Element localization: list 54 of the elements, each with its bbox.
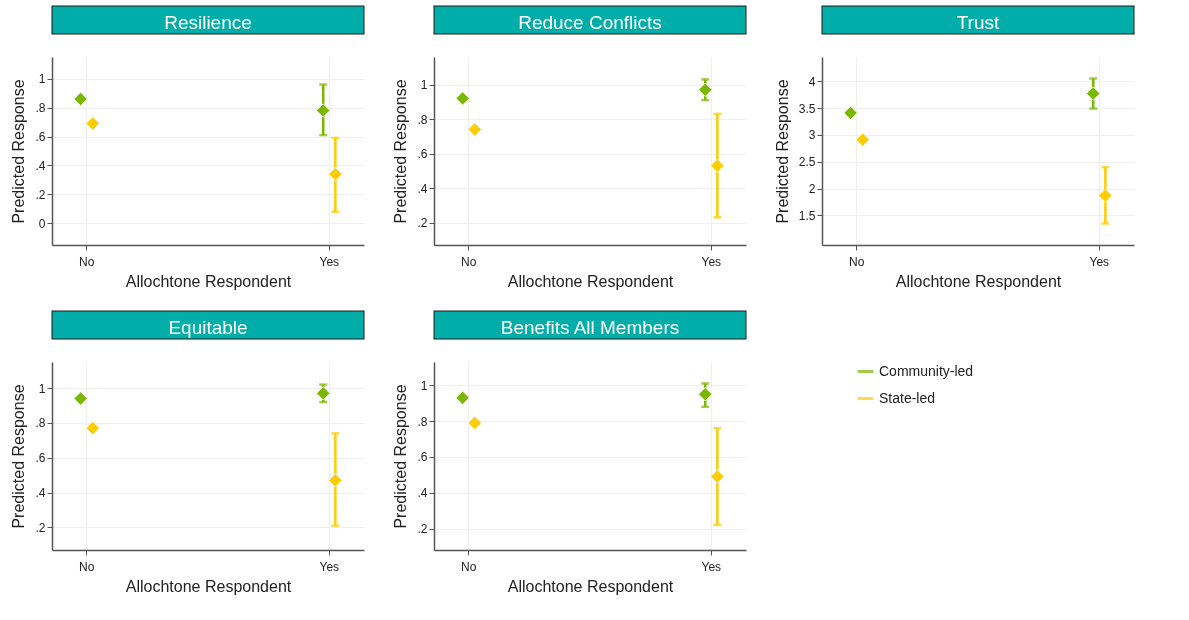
chart-title: Equitable — [168, 317, 248, 338]
y-tick-label: .2 — [417, 216, 428, 231]
x-axis-title: Allochtone Respondent — [125, 577, 292, 595]
x-axis-title: Allochtone Respondent — [507, 272, 674, 290]
x-tick-label: Yes — [701, 559, 722, 574]
y-tick-label: 1 — [38, 72, 46, 87]
y-tick-label: 2 — [808, 182, 816, 197]
legend-label: State-led — [879, 389, 936, 406]
y-tick-label: 1 — [420, 378, 428, 393]
x-axis-title: Allochtone Respondent — [895, 272, 1062, 290]
y-tick-label: .6 — [417, 147, 428, 162]
x-tick-label: Yes — [319, 254, 340, 269]
y-tick-label: 2.5 — [798, 155, 816, 170]
y-tick-label: .6 — [417, 450, 428, 465]
y-tick-label: 1 — [420, 78, 428, 93]
legend-label: Community-led — [879, 362, 974, 379]
x-tick-label: Yes — [319, 559, 340, 574]
y-tick-label: 4 — [808, 74, 816, 89]
y-tick-label: 3 — [808, 128, 816, 143]
y-tick-label: .4 — [35, 158, 46, 173]
y-tick-label: 0 — [38, 216, 46, 231]
x-tick-label: No — [461, 254, 477, 269]
x-tick-label: No — [79, 254, 95, 269]
y-tick-label: .2 — [35, 187, 46, 202]
y-axis-title: Predicted Response — [10, 79, 28, 224]
x-tick-label: Yes — [1089, 254, 1110, 269]
x-tick-label: No — [849, 254, 865, 269]
y-tick-label: .4 — [35, 486, 46, 501]
y-tick-label: .6 — [35, 451, 46, 466]
y-tick-label: .8 — [417, 414, 428, 429]
y-tick-label: .8 — [417, 112, 428, 127]
chart-title: Reduce Conflicts — [518, 12, 662, 33]
chart-title: Trust — [956, 12, 1001, 33]
y-tick-label: .2 — [417, 522, 428, 537]
x-tick-label: Yes — [701, 254, 722, 269]
y-tick-label: .4 — [417, 181, 428, 196]
y-axis-title: Predicted Response — [773, 79, 791, 224]
x-axis-title: Allochtone Respondent — [125, 272, 292, 290]
x-tick-label: No — [79, 559, 95, 574]
y-tick-label: .8 — [35, 416, 46, 431]
chart-title: Benefits All Members — [500, 317, 680, 338]
x-axis-title: Allochtone Respondent — [507, 577, 674, 595]
y-tick-label: .8 — [35, 101, 46, 116]
y-tick-label: .4 — [417, 486, 428, 501]
y-tick-label: .2 — [35, 520, 46, 535]
x-tick-label: No — [461, 559, 477, 574]
y-tick-label: .6 — [35, 130, 46, 145]
y-tick-label: 1 — [38, 381, 46, 396]
chart-title: Resilience — [164, 12, 252, 33]
y-axis-title: Predicted Response — [10, 384, 28, 529]
y-axis-title: Predicted Response — [392, 384, 410, 529]
y-tick-label: 3.5 — [798, 101, 816, 116]
y-tick-label: 1.5 — [798, 208, 816, 223]
y-axis-title: Predicted Response — [392, 79, 410, 224]
